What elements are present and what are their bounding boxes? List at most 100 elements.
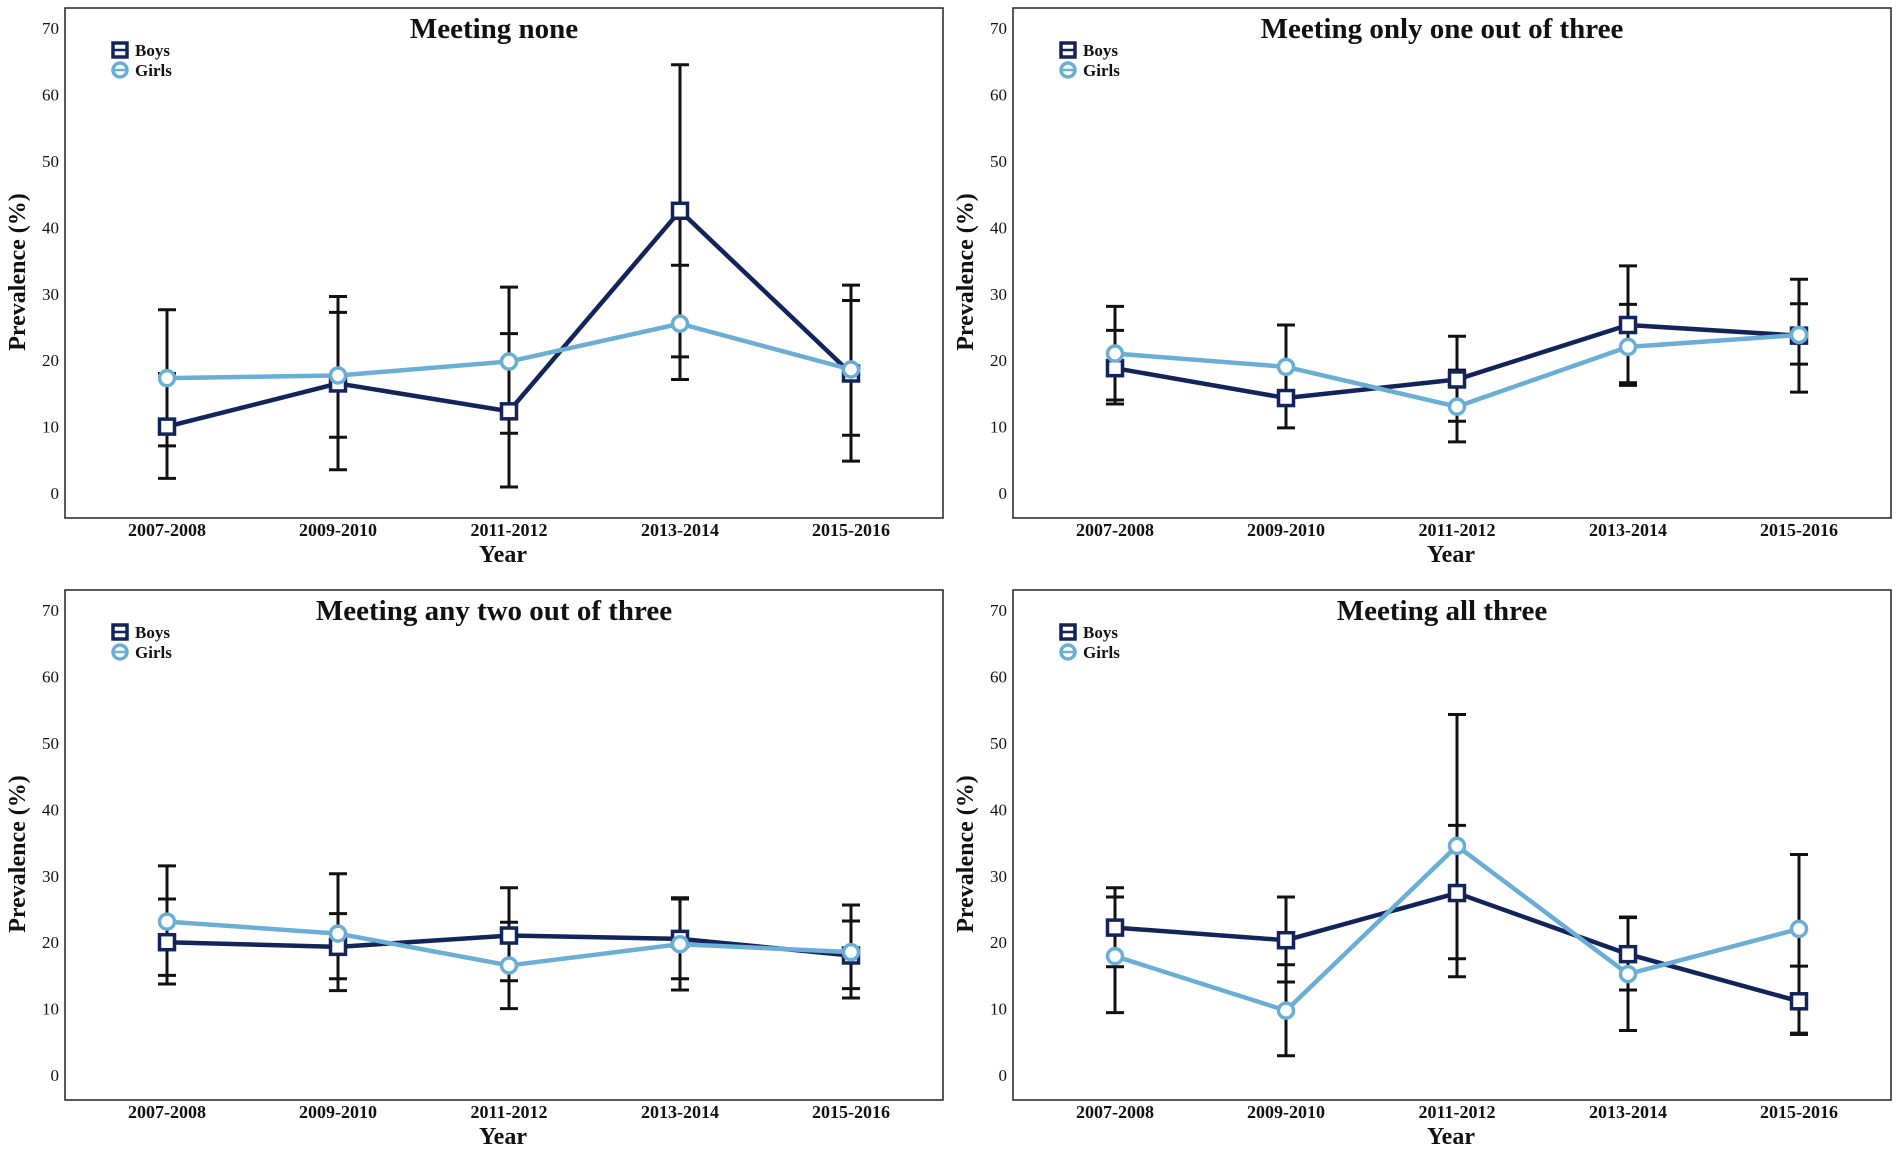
y-tick-label: 50 bbox=[990, 152, 1007, 171]
x-tick-label: 2015-2016 bbox=[1760, 520, 1838, 540]
y-tick-label: 10 bbox=[42, 418, 59, 437]
data-point-boys bbox=[670, 201, 690, 221]
legend-label-girls: Girls bbox=[1083, 643, 1120, 662]
y-tick-label: 60 bbox=[990, 86, 1007, 105]
data-point-boys bbox=[157, 417, 177, 436]
data-point-boys bbox=[1105, 358, 1125, 378]
x-tick-label: 2015-2016 bbox=[812, 1102, 890, 1122]
y-tick-label: 0 bbox=[51, 484, 60, 503]
data-point-boys bbox=[157, 932, 177, 952]
chart-title: Meeting all three bbox=[1337, 595, 1548, 627]
x-axis-label: Year bbox=[1427, 1124, 1475, 1150]
data-point-girls bbox=[1618, 337, 1638, 357]
data-point-boys bbox=[1447, 370, 1467, 389]
y-tick-label: 20 bbox=[42, 933, 59, 952]
y-tick-label: 20 bbox=[42, 351, 59, 370]
data-point-girls bbox=[1618, 964, 1638, 984]
y-tick-label: 20 bbox=[990, 933, 1007, 952]
data-point-boys bbox=[1447, 883, 1467, 903]
legend-label-girls: Girls bbox=[135, 643, 172, 662]
x-tick-label: 2007-2008 bbox=[1076, 1102, 1154, 1122]
chart-title: Meeting only one out of three bbox=[1261, 13, 1624, 45]
data-point-boys bbox=[1789, 992, 1809, 1011]
legend-label-boys: Boys bbox=[1083, 41, 1118, 60]
data-point-boys bbox=[1618, 944, 1638, 964]
y-tick-label: 60 bbox=[42, 668, 59, 687]
x-axis-label: Year bbox=[1427, 542, 1475, 568]
x-tick-label: 2007-2008 bbox=[128, 1102, 206, 1122]
y-tick-label: 20 bbox=[990, 351, 1007, 370]
y-tick-label: 60 bbox=[990, 668, 1007, 687]
y-tick-label: 30 bbox=[990, 285, 1007, 304]
y-tick-label: 10 bbox=[990, 418, 1007, 437]
chart-panel-3: Meeting any two out of three 0 10 20 30 40 50 6… bbox=[5, 589, 944, 1150]
data-point-girls bbox=[157, 912, 177, 931]
data-point-boys bbox=[1276, 388, 1296, 408]
y-tick-label: 10 bbox=[42, 1000, 59, 1019]
y-axis-label: Prevalence (%) bbox=[953, 775, 979, 933]
x-tick-label: 2011-2012 bbox=[1418, 1102, 1495, 1122]
y-tick-label: 10 bbox=[990, 1000, 1007, 1019]
x-tick-label: 2011-2012 bbox=[470, 1102, 547, 1122]
data-point-girls bbox=[499, 352, 519, 371]
y-tick-label: 50 bbox=[42, 734, 59, 753]
y-tick-label: 30 bbox=[990, 867, 1007, 886]
y-axis-label: Prevalence (%) bbox=[5, 775, 31, 933]
x-tick-label: 2013-2014 bbox=[641, 1102, 719, 1122]
y-tick-label: 40 bbox=[990, 218, 1007, 237]
data-point-girls bbox=[1447, 836, 1467, 856]
x-tick-label: 2009-2010 bbox=[299, 520, 377, 540]
y-tick-label: 70 bbox=[990, 601, 1007, 620]
y-tick-label: 40 bbox=[990, 800, 1007, 819]
x-axis-label: Year bbox=[479, 542, 527, 568]
x-tick-label: 2013-2014 bbox=[1589, 1102, 1667, 1122]
data-point-girls bbox=[1105, 946, 1125, 966]
data-point-girls bbox=[841, 942, 861, 962]
y-tick-label: 30 bbox=[42, 867, 59, 886]
chart-panel-4: Meeting all three 0 10 20 30 40 50 60 70 2007-200… bbox=[953, 589, 1892, 1150]
chart-panel-2: Meeting only one out of three 0 10 20 30 40 50… bbox=[953, 7, 1892, 568]
x-tick-label: 2009-2010 bbox=[1247, 1102, 1325, 1122]
plot-frame bbox=[64, 7, 944, 519]
y-tick-label: 0 bbox=[999, 1066, 1008, 1085]
data-point-girls bbox=[1447, 397, 1467, 416]
chart-title: Meeting any two out of three bbox=[316, 595, 672, 627]
x-tick-label: 2007-2008 bbox=[1076, 520, 1154, 540]
y-tick-label: 60 bbox=[42, 86, 59, 105]
data-point-girls bbox=[1105, 344, 1125, 363]
chart-panel-1: Meeting none 0 10 20 30 40 50 60 70 2007-2008 2009… bbox=[5, 7, 944, 568]
x-tick-label: 2013-2014 bbox=[641, 520, 719, 540]
chart-title: Meeting none bbox=[410, 13, 578, 45]
data-point-girls bbox=[328, 366, 348, 385]
plot-frame bbox=[64, 589, 944, 1101]
y-tick-label: 70 bbox=[42, 601, 59, 620]
y-tick-label: 70 bbox=[990, 19, 1007, 38]
y-tick-label: 30 bbox=[42, 285, 59, 304]
plot-frame bbox=[1012, 589, 1892, 1101]
y-tick-label: 0 bbox=[999, 484, 1008, 503]
y-tick-label: 40 bbox=[42, 800, 59, 819]
data-point-girls bbox=[328, 924, 348, 943]
y-axis-label: Prevalence (%) bbox=[5, 193, 31, 351]
x-tick-label: 2009-2010 bbox=[299, 1102, 377, 1122]
data-point-boys bbox=[499, 926, 519, 945]
y-tick-label: 70 bbox=[42, 19, 59, 38]
legend-label-boys: Boys bbox=[135, 41, 170, 60]
data-point-girls bbox=[1276, 1001, 1296, 1020]
data-point-girls bbox=[670, 934, 690, 954]
y-tick-label: 0 bbox=[51, 1066, 60, 1085]
x-tick-label: 2013-2014 bbox=[1589, 520, 1667, 540]
data-point-girls bbox=[1789, 325, 1809, 345]
x-tick-label: 2015-2016 bbox=[812, 520, 890, 540]
x-tick-label: 2007-2008 bbox=[128, 520, 206, 540]
data-point-boys bbox=[1276, 930, 1296, 950]
y-tick-label: 50 bbox=[990, 734, 1007, 753]
y-axis-label: Prevalence (%) bbox=[953, 193, 979, 351]
plot-frame bbox=[1012, 7, 1892, 519]
data-point-girls bbox=[157, 368, 177, 388]
legend-label-girls: Girls bbox=[1083, 61, 1120, 80]
